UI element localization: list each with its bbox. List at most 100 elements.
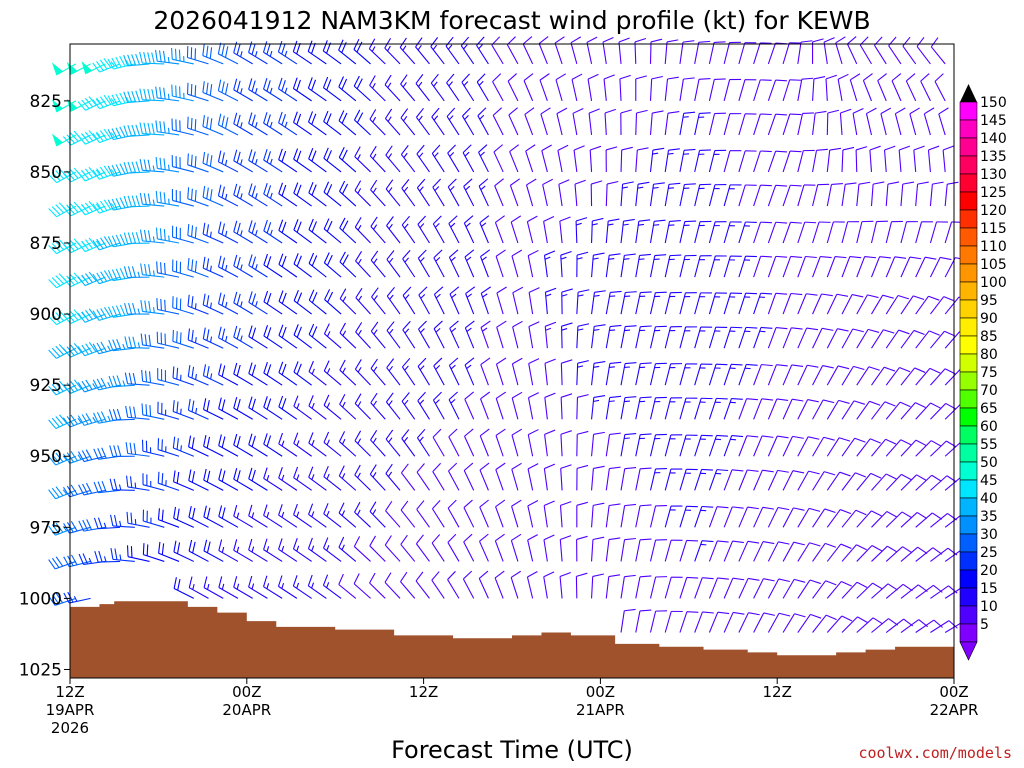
barb-full-flag <box>296 363 302 375</box>
barb-staff <box>479 222 489 244</box>
barb-full-flag <box>218 397 222 409</box>
barb-full-flag <box>62 453 71 464</box>
barb-full-flag <box>775 150 788 153</box>
wind-barb <box>93 447 121 460</box>
wind-barb <box>930 368 956 386</box>
wind-barb <box>856 366 880 386</box>
barb-full-flag <box>731 469 744 472</box>
wind-barb <box>402 249 416 278</box>
wind-barb <box>339 394 357 420</box>
legend-label: 30 <box>980 527 998 543</box>
barb-staff <box>263 372 283 386</box>
barb-full-flag <box>281 398 287 410</box>
barb-half-flag <box>372 116 377 123</box>
barb-full-flag <box>682 40 695 43</box>
wind-barb <box>841 365 865 386</box>
x-tick-label: 00Z <box>586 683 615 701</box>
wind-barb <box>508 107 519 136</box>
barb-staff <box>418 328 430 349</box>
barb-staff <box>248 478 268 491</box>
wind-barb <box>293 111 312 136</box>
barb-full-flag <box>511 249 523 257</box>
wind-barb <box>620 146 633 172</box>
barb-staff <box>386 330 401 349</box>
barb-full-flag <box>538 36 549 44</box>
barb-full-flag <box>639 575 652 578</box>
barb-full-flag <box>528 392 539 399</box>
wind-barb <box>885 511 913 528</box>
barb-full-flag <box>70 240 79 250</box>
wind-barb <box>557 144 569 173</box>
barb-staff <box>495 256 504 278</box>
barb-staff <box>620 505 626 528</box>
barb-full-flag <box>51 172 61 182</box>
barb-full-flag <box>88 271 97 282</box>
wind-barb <box>738 363 758 386</box>
wind-barb <box>142 509 165 528</box>
barb-full-flag <box>354 464 361 476</box>
barb-staff <box>402 329 416 349</box>
barb-full-flag <box>111 198 118 210</box>
wind-barb <box>823 37 835 64</box>
barb-full-flag <box>871 510 882 517</box>
wind-barb <box>218 434 239 457</box>
barb-full-flag <box>625 362 637 365</box>
barb-staff <box>797 327 808 349</box>
wind-barb <box>782 364 804 386</box>
barb-full-flag <box>203 468 207 481</box>
barb-full-flag <box>524 107 535 115</box>
barb-full-flag <box>591 180 603 185</box>
barb-full-flag <box>158 50 162 62</box>
barb-staff <box>400 544 416 562</box>
barb-full-flag <box>545 287 557 293</box>
barb-staff <box>649 41 652 64</box>
barb-staff <box>915 367 931 386</box>
barb-full-flag <box>947 181 959 185</box>
barb-staff <box>431 579 445 599</box>
barb-staff <box>293 88 312 102</box>
barb-full-flag <box>88 237 97 248</box>
barb-full-flag <box>111 57 118 69</box>
wind-barb <box>401 463 416 491</box>
barb-staff <box>308 476 327 491</box>
barb-full-flag <box>194 119 197 131</box>
terrain-layer <box>70 601 954 678</box>
legend-label: 65 <box>980 401 998 417</box>
barb-full-flag <box>527 215 538 223</box>
barb-full-flag <box>463 570 473 580</box>
barb-half-flag <box>77 417 82 424</box>
wind-barb <box>48 522 77 536</box>
barb-half-flag <box>451 293 457 299</box>
barb-full-flag <box>99 200 108 211</box>
wind-barb <box>354 501 371 528</box>
barb-full-flag <box>281 79 286 92</box>
barb-full-flag <box>248 183 253 195</box>
barb-staff <box>694 435 702 457</box>
barb-staff <box>694 577 703 599</box>
wind-barb <box>218 468 239 491</box>
wind-barb <box>511 462 522 491</box>
barb-full-flag <box>930 402 941 409</box>
barb-full-flag <box>731 363 743 366</box>
barb-full-flag <box>126 511 129 524</box>
barb-full-flag <box>92 169 100 180</box>
wind-barb <box>649 539 667 562</box>
barb-staff <box>839 112 843 136</box>
barb-staff <box>308 263 327 278</box>
barb-full-flag <box>837 73 849 80</box>
wind-barb <box>48 486 77 500</box>
barb-full-flag <box>462 107 471 117</box>
wind-barb <box>885 181 900 207</box>
wind-barb <box>233 149 253 173</box>
barb-staff <box>263 264 283 278</box>
barb-staff <box>479 469 489 491</box>
wind-barb <box>233 220 253 244</box>
wind-barb <box>432 428 445 457</box>
barb-full-flag <box>233 112 238 124</box>
barb-half-flag <box>479 114 485 120</box>
barb-half-flag <box>240 264 243 271</box>
barb-full-flag <box>884 401 896 407</box>
barb-full-flag <box>119 92 126 104</box>
barb-staff <box>723 540 734 562</box>
barb-full-flag <box>194 189 197 202</box>
